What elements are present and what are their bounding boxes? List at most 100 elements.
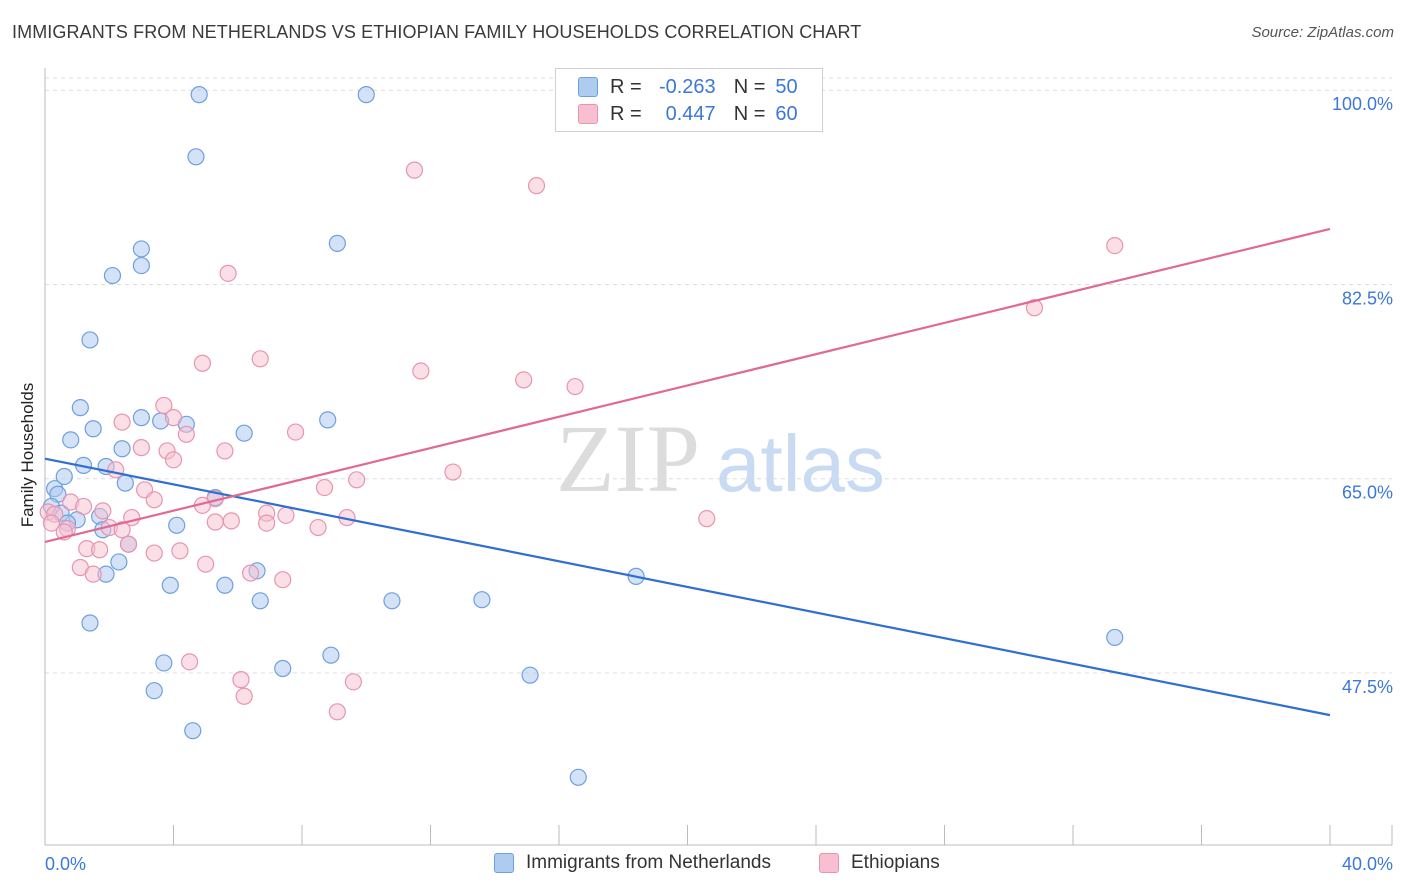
- ethiopian-point: [119, 535, 138, 553]
- ethiopian-point: [566, 377, 584, 396]
- ethiopian-point: [113, 521, 131, 539]
- netherlands-point: [328, 234, 346, 252]
- ethiopian-point: [177, 425, 195, 443]
- netherlands-point: [81, 331, 99, 349]
- ethiopian-point: [232, 671, 250, 689]
- ethiopian-point: [235, 687, 253, 705]
- netherlands-point: [62, 431, 80, 449]
- netherlands-point: [216, 576, 234, 594]
- ethiopian-point: [145, 544, 163, 562]
- netherlands-point: [116, 474, 134, 492]
- netherlands-point: [274, 659, 292, 678]
- ethiopian-point: [515, 371, 533, 389]
- legend-r-value: -0.263: [658, 75, 716, 98]
- ethiopian-point: [132, 439, 150, 457]
- y-tick-labels: 47.5% 65.0% 82.5% 100.0%: [1332, 94, 1393, 697]
- netherlands-point: [187, 148, 205, 166]
- legend-n-value: 50: [775, 75, 798, 98]
- ethiopian-point: [315, 478, 334, 497]
- ethiopian-point: [344, 673, 362, 691]
- y-tick-label: 65.0%: [1342, 483, 1393, 503]
- netherlands-point: [521, 666, 539, 684]
- netherlands-trendline: [44, 457, 1331, 717]
- legend-swatch-blue: [578, 77, 598, 97]
- series-ethiopians-points: [39, 161, 1124, 721]
- x-tick-label-min: 0.0%: [45, 854, 86, 874]
- ethiopian-point: [222, 512, 240, 530]
- ethiopian-point: [219, 264, 237, 282]
- x-tick-labels: 0.0% 40.0%: [45, 854, 1393, 874]
- legend-r-label: R =: [610, 102, 642, 125]
- y-tick-label: 47.5%: [1342, 677, 1393, 697]
- legend-r-label: R =: [610, 75, 642, 98]
- axes: [44, 68, 1393, 846]
- netherlands-point: [168, 516, 186, 534]
- bottom-legend-swatch-pink: [819, 853, 839, 873]
- netherlands-point: [322, 646, 340, 664]
- netherlands-point: [473, 591, 491, 609]
- netherlands-point: [251, 592, 269, 610]
- ethiopian-point: [42, 514, 61, 532]
- netherlands-point: [71, 399, 89, 417]
- bottom-legend-swatch-blue: [494, 853, 514, 873]
- ethiopians-trendline: [44, 227, 1331, 544]
- ethiopian-point: [405, 161, 424, 179]
- bottom-legend-ethiopians: Ethiopians: [819, 852, 940, 874]
- ethiopian-point: [113, 413, 131, 431]
- netherlands-point: [103, 266, 122, 285]
- ethiopian-point: [145, 491, 163, 509]
- netherlands-point: [113, 440, 131, 458]
- ethiopian-point: [91, 541, 109, 559]
- ethiopian-point: [216, 442, 234, 460]
- ethiopian-point: [94, 502, 112, 520]
- ethiopian-point: [527, 177, 546, 195]
- netherlands-point: [190, 86, 208, 104]
- legend-row-ethiopians: R = 0.447 N = 60: [578, 102, 798, 126]
- ethiopian-point: [309, 518, 327, 537]
- netherlands-point: [235, 424, 253, 442]
- trendlines: [44, 227, 1331, 717]
- source-label: Source: ZipAtlas.com: [1251, 24, 1394, 41]
- netherlands-point: [184, 722, 202, 740]
- ethiopian-point: [155, 396, 173, 415]
- x-tick-label-max: 40.0%: [1342, 854, 1393, 874]
- legend-r-value: 0.447: [665, 102, 716, 125]
- ethiopian-point: [1025, 299, 1044, 317]
- ethiopian-point: [193, 354, 212, 372]
- netherlands-point: [145, 682, 163, 700]
- ethiopian-point: [180, 653, 199, 671]
- ethiopian-point: [277, 506, 295, 524]
- netherlands-point: [161, 576, 179, 594]
- ethiopian-point: [197, 555, 215, 573]
- netherlands-point: [383, 592, 401, 610]
- legend-n-label: N =: [733, 102, 766, 125]
- ethiopian-point: [206, 513, 224, 531]
- netherlands-point: [1106, 628, 1124, 647]
- ethiopian-point: [348, 471, 366, 489]
- netherlands-point: [132, 240, 150, 258]
- ethiopian-point: [164, 409, 183, 427]
- ethiopian-point: [74, 497, 93, 516]
- bottom-legend-label-netherlands: Immigrants from Netherlands: [526, 852, 771, 873]
- netherlands-point: [569, 768, 587, 786]
- netherlands-point: [55, 467, 73, 486]
- netherlands-point: [110, 553, 128, 571]
- netherlands-point: [132, 409, 150, 427]
- ethiopian-point: [164, 451, 183, 469]
- correlation-legend: R = -0.263 N = 50 R = 0.447 N = 60: [555, 68, 823, 132]
- y-tick-label: 82.5%: [1342, 288, 1393, 308]
- ethiopian-point: [444, 463, 462, 481]
- ethiopian-point: [84, 565, 102, 583]
- ethiopian-point: [698, 510, 716, 528]
- ethiopian-point: [258, 514, 276, 532]
- legend-swatch-pink: [578, 104, 598, 124]
- netherlands-point: [155, 654, 173, 672]
- ethiopian-point: [1106, 237, 1124, 255]
- chart-title: IMMIGRANTS FROM NETHERLANDS VS ETHIOPIAN…: [12, 22, 862, 42]
- ethiopian-point: [412, 362, 430, 380]
- netherlands-point: [357, 86, 375, 104]
- ethiopian-point: [328, 703, 346, 721]
- legend-n-label: N =: [733, 75, 766, 98]
- ethiopian-point: [242, 564, 260, 582]
